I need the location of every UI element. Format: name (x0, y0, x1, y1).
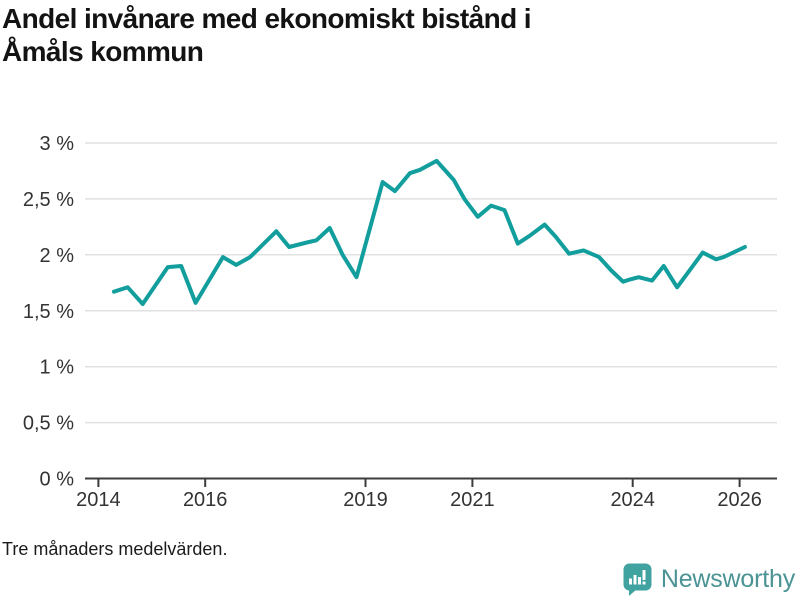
y-tick-label: 2,5 % (23, 189, 74, 211)
y-tick-label: 3 % (40, 133, 75, 155)
newsworthy-icon (623, 563, 652, 596)
y-tick-label: 0 % (40, 469, 75, 491)
x-tick-label: 2016 (183, 489, 228, 511)
newsworthy-wordmark: Newsworthy (660, 565, 795, 593)
logo-bubble (623, 563, 652, 591)
x-tick-label: 2026 (717, 489, 762, 511)
data-line (111, 158, 747, 306)
y-tick-label: 2 % (40, 245, 75, 267)
logo-bubble-tail (628, 589, 637, 596)
x-tick-label: 2014 (76, 489, 121, 511)
y-tick-label: 1 % (40, 357, 75, 379)
y-tick-label: 0,5 % (23, 413, 74, 435)
newsworthy-logo: Newsworthy (623, 563, 795, 596)
logo-bars-and-exclamation (628, 570, 646, 585)
x-tick-label: 2024 (610, 489, 655, 511)
y-tick-label: 1,5 % (23, 301, 74, 323)
chart-footnote: Tre månaders medelvärden. (2, 539, 228, 559)
x-tick-label: 2021 (450, 489, 495, 511)
x-tick-label: 2019 (343, 489, 388, 511)
chart-title: Andel invånare med ekonomiskt bistånd i … (2, 3, 532, 67)
